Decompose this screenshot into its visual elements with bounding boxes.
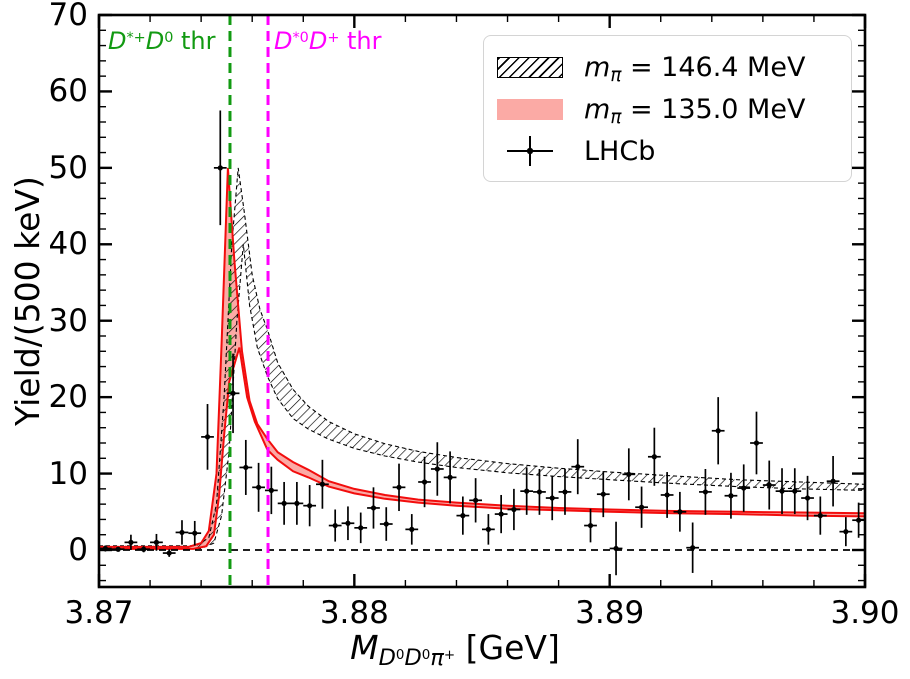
lhcb-data-point	[826, 455, 840, 507]
threshold-label-dstarplus-d0: D*+D0 thr	[108, 27, 216, 55]
lhcb-data-point	[277, 481, 291, 525]
lhcb-data-point	[852, 502, 865, 538]
lhcb-data-point	[839, 517, 853, 547]
lhcb-data-point	[264, 466, 278, 515]
red-band-edges	[99, 167, 866, 550]
legend: mπ = 146.4 MeV mπ = 135.0 MeV LHCb	[483, 35, 852, 182]
lhcb-data-point	[507, 488, 521, 531]
lhcb-data-point	[673, 491, 687, 532]
lhcb-data-point	[124, 534, 138, 550]
y-tick-label: 30	[48, 302, 88, 339]
red-band-swatch-icon	[497, 98, 563, 120]
x-tick-label: 3.88	[319, 595, 389, 631]
lhcb-data-point	[711, 397, 725, 465]
lhcb-data-point	[571, 439, 585, 495]
lhcb-data-point	[686, 522, 700, 573]
lhcb-data-point	[482, 514, 495, 545]
legend-item-lhcb: LHCb	[484, 130, 851, 172]
lhcb-data-point	[213, 110, 227, 226]
lhcb-data-point	[150, 533, 163, 551]
y-tick-label: 60	[48, 73, 88, 110]
lhcb-data-point	[379, 507, 393, 541]
lhcb-data-point	[622, 448, 636, 501]
lhcb-data-point	[750, 411, 763, 475]
y-tick-label: 70	[48, 0, 88, 33]
lhcb-data-point	[558, 468, 572, 515]
y-tick-label: 40	[48, 226, 88, 263]
tick-marks	[97, 13, 867, 587]
hatched-band-swatch-icon	[497, 56, 563, 78]
lhcb-data-point	[609, 521, 623, 576]
lhcb-data-point	[354, 512, 368, 544]
lhcb-data-point	[418, 456, 431, 508]
y-tick-label: 50	[48, 149, 88, 186]
lhcb-data-point	[520, 467, 534, 515]
lhcb-data-point	[545, 475, 559, 521]
lhcb-data-point	[596, 471, 610, 518]
lhcb-data-point	[647, 427, 661, 486]
lhcb-data-point	[635, 486, 648, 528]
lhcb-data-point	[252, 462, 265, 512]
lhcb-data-point	[533, 468, 546, 515]
lhcb-data-point	[699, 468, 712, 515]
x-tick-label: 3.90	[830, 595, 900, 631]
lhcb-data-point	[443, 451, 457, 504]
lhcb-data-point	[775, 468, 789, 515]
lhcb-data-point	[239, 439, 253, 495]
lhcb-data-point	[801, 475, 814, 521]
threshold-label-dstar0-dplus: D*0D+ thr	[274, 27, 382, 55]
y-tick-label: 0	[68, 532, 88, 568]
lhcb-data-point	[584, 508, 597, 543]
lhcb-data-point	[341, 506, 355, 541]
hatched-band	[99, 167, 866, 550]
lhcb-data-point	[724, 472, 738, 519]
lhcb-data-point	[316, 459, 329, 509]
lhcb-data-point	[162, 549, 176, 557]
legend-item-hatched-band: mπ = 146.4 MeV	[484, 46, 851, 88]
lhcb-errorbar-marker-icon	[507, 136, 553, 166]
legend-label-135: mπ = 135.0 MeV	[584, 93, 806, 128]
y-tick-label: 20	[48, 379, 88, 416]
lhcb-data-point	[737, 464, 751, 512]
lhcb-data-point	[430, 442, 444, 496]
y-tick-label: 10	[48, 455, 88, 492]
lhcb-data-point	[226, 353, 240, 434]
lhcb-data-point	[788, 468, 802, 515]
lhcb-data-point	[137, 546, 151, 553]
lhcb-data-point	[328, 509, 342, 542]
x-axis-label: MD0D0π+ [GeV]	[350, 628, 560, 672]
x-tick-label: 3.87	[64, 595, 134, 631]
lhcb-data-point	[813, 496, 827, 535]
lhcb-data-point	[367, 487, 380, 529]
lhcb-data-point	[762, 460, 776, 510]
lhcb-data-point	[392, 463, 406, 512]
legend-item-red-band: mπ = 135.0 MeV	[484, 88, 851, 130]
x-tick-label: 3.89	[575, 595, 645, 631]
lhcb-data-points	[99, 110, 865, 576]
lhcb-data-point	[201, 404, 214, 470]
lhcb-data-point	[303, 485, 317, 527]
lhcb-data-point	[188, 520, 202, 546]
lhcb-data-point	[494, 494, 508, 534]
lhcb-data-point	[175, 520, 189, 545]
lhcb-data-point	[290, 481, 304, 525]
lhcb-data-point	[405, 514, 419, 545]
legend-label-146: mπ = 146.4 MeV	[584, 51, 806, 86]
lhcb-data-point	[660, 472, 674, 518]
lhcb-data-point	[111, 546, 125, 552]
lhcb-data-point	[469, 478, 482, 523]
axes-frame	[97, 13, 867, 589]
legend-label-lhcb: LHCb	[584, 135, 656, 167]
lhcb-data-point	[456, 496, 470, 535]
